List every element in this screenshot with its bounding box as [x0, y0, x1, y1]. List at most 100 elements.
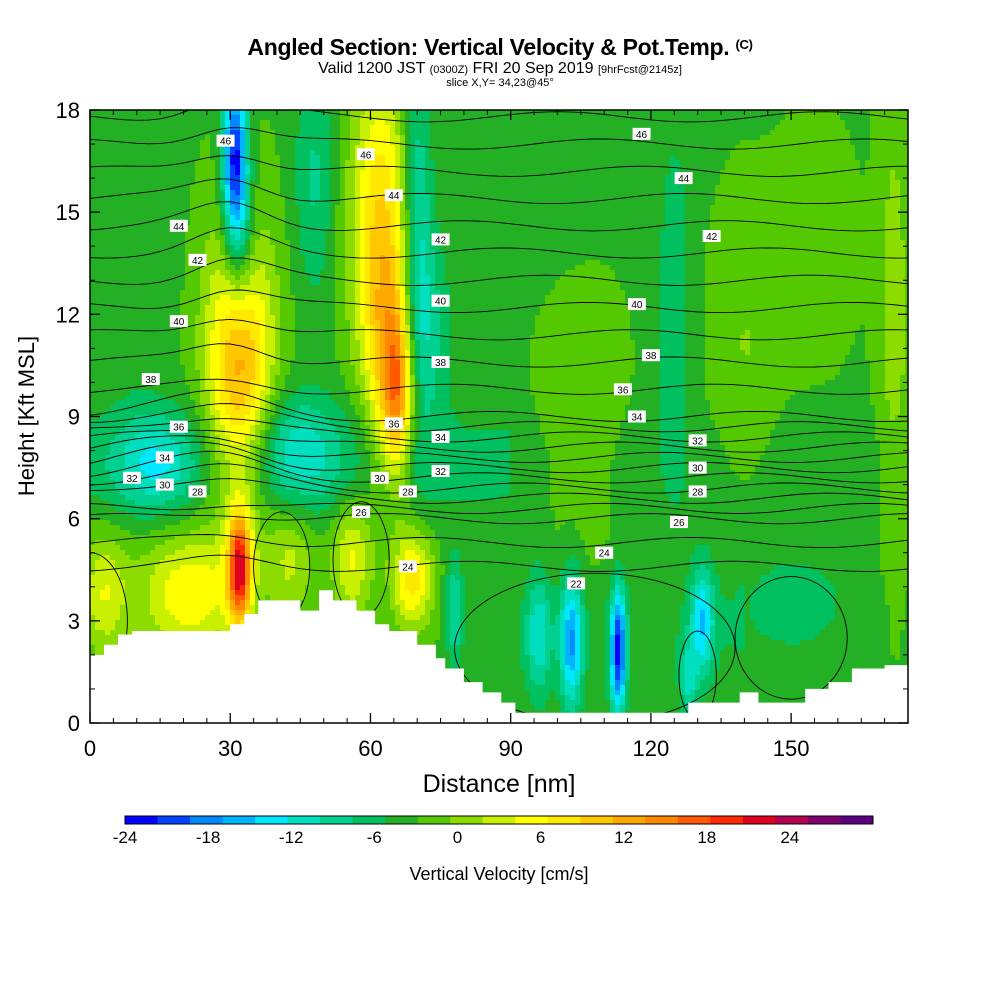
- field-cell: [225, 470, 231, 476]
- field-cell: [140, 625, 146, 631]
- field-cell: [235, 115, 241, 121]
- field-cell: [265, 235, 271, 241]
- field-cell: [115, 450, 121, 456]
- field-cell: [90, 570, 96, 576]
- field-cell: [90, 295, 96, 301]
- field-cell: [250, 365, 256, 371]
- field-cell: [280, 585, 286, 591]
- field-cell: [145, 170, 151, 176]
- field-cell: [105, 200, 111, 206]
- field-cell: [225, 305, 231, 311]
- field-cell: [170, 405, 176, 411]
- field-cell: [120, 205, 126, 211]
- field-cell: [240, 320, 246, 326]
- field-cell: [105, 275, 111, 281]
- field-cell: [195, 300, 201, 306]
- field-cell: [250, 450, 256, 456]
- field-cell: [290, 330, 296, 336]
- field-cell: [205, 375, 211, 381]
- field-cell: [115, 155, 121, 161]
- field-cell: [245, 535, 251, 541]
- field-cell: [180, 470, 186, 476]
- field-cell: [190, 395, 196, 401]
- field-cell: [105, 520, 111, 526]
- field-cell: [195, 245, 201, 251]
- field-cell: [225, 590, 231, 596]
- field-cell: [105, 285, 111, 291]
- field-cell: [205, 185, 211, 191]
- field-cell: [200, 480, 206, 486]
- field-cell: [115, 620, 121, 626]
- field-cell: [285, 255, 291, 261]
- field-cell: [205, 580, 211, 586]
- field-cell: [95, 450, 101, 456]
- field-cell: [105, 405, 111, 411]
- field-cell: [290, 165, 296, 171]
- field-cell: [180, 280, 186, 286]
- field-cell: [95, 115, 101, 121]
- field-cell: [95, 410, 101, 416]
- field-cell: [260, 285, 266, 291]
- field-cell: [260, 145, 266, 151]
- field-cell: [135, 250, 141, 256]
- field-cell: [165, 415, 171, 421]
- field-cell: [205, 590, 211, 596]
- field-cell: [135, 510, 141, 516]
- field-cell: [240, 405, 246, 411]
- chart-title: Angled Section: Vertical Velocity & Pot.…: [247, 34, 729, 60]
- field-cell: [160, 360, 166, 366]
- field-cell: [185, 260, 191, 266]
- field-cell: [205, 360, 211, 366]
- field-cell: [130, 300, 136, 306]
- field-cell: [135, 545, 141, 551]
- field-cell: [235, 280, 241, 286]
- field-cell: [190, 610, 196, 616]
- field-cell: [210, 560, 216, 566]
- field-cell: [225, 435, 231, 441]
- field-cell: [210, 305, 216, 311]
- field-cell: [245, 405, 251, 411]
- field-cell: [100, 550, 106, 556]
- field-cell: [130, 255, 136, 261]
- field-cell: [200, 155, 206, 161]
- field-cell: [150, 455, 156, 461]
- field-cell: [175, 200, 181, 206]
- field-cell: [225, 215, 231, 221]
- field-cell: [150, 165, 156, 171]
- field-cell: [260, 355, 266, 361]
- field-cell: [205, 515, 211, 521]
- field-cell: [135, 450, 141, 456]
- field-cell: [245, 285, 251, 291]
- field-cell: [225, 500, 231, 506]
- field-cell: [110, 470, 116, 476]
- field-cell: [245, 110, 251, 116]
- field-cell: [255, 550, 261, 556]
- field-cell: [280, 400, 286, 406]
- field-cell: [260, 255, 266, 261]
- field-cell: [155, 315, 161, 321]
- field-cell: [270, 310, 276, 316]
- field-cell: [205, 575, 211, 581]
- field-cell: [230, 505, 236, 511]
- field-cell: [155, 175, 161, 181]
- field-cell: [95, 295, 101, 301]
- field-cell: [140, 260, 146, 266]
- field-cell: [125, 300, 131, 306]
- field-cell: [250, 355, 256, 361]
- field-cell: [250, 420, 256, 426]
- field-cell: [265, 370, 271, 376]
- field-cell: [160, 355, 166, 361]
- field-cell: [220, 385, 226, 391]
- field-cell: [220, 265, 226, 271]
- field-cell: [190, 380, 196, 386]
- field-cell: [290, 120, 296, 126]
- field-cell: [160, 145, 166, 151]
- field-cell: [90, 180, 96, 186]
- field-cell: [275, 435, 281, 441]
- field-cell: [110, 630, 116, 636]
- field-cell: [270, 580, 276, 586]
- field-cell: [175, 500, 181, 506]
- field-cell: [110, 280, 116, 286]
- field-cell: [145, 395, 151, 401]
- field-cell: [215, 410, 221, 416]
